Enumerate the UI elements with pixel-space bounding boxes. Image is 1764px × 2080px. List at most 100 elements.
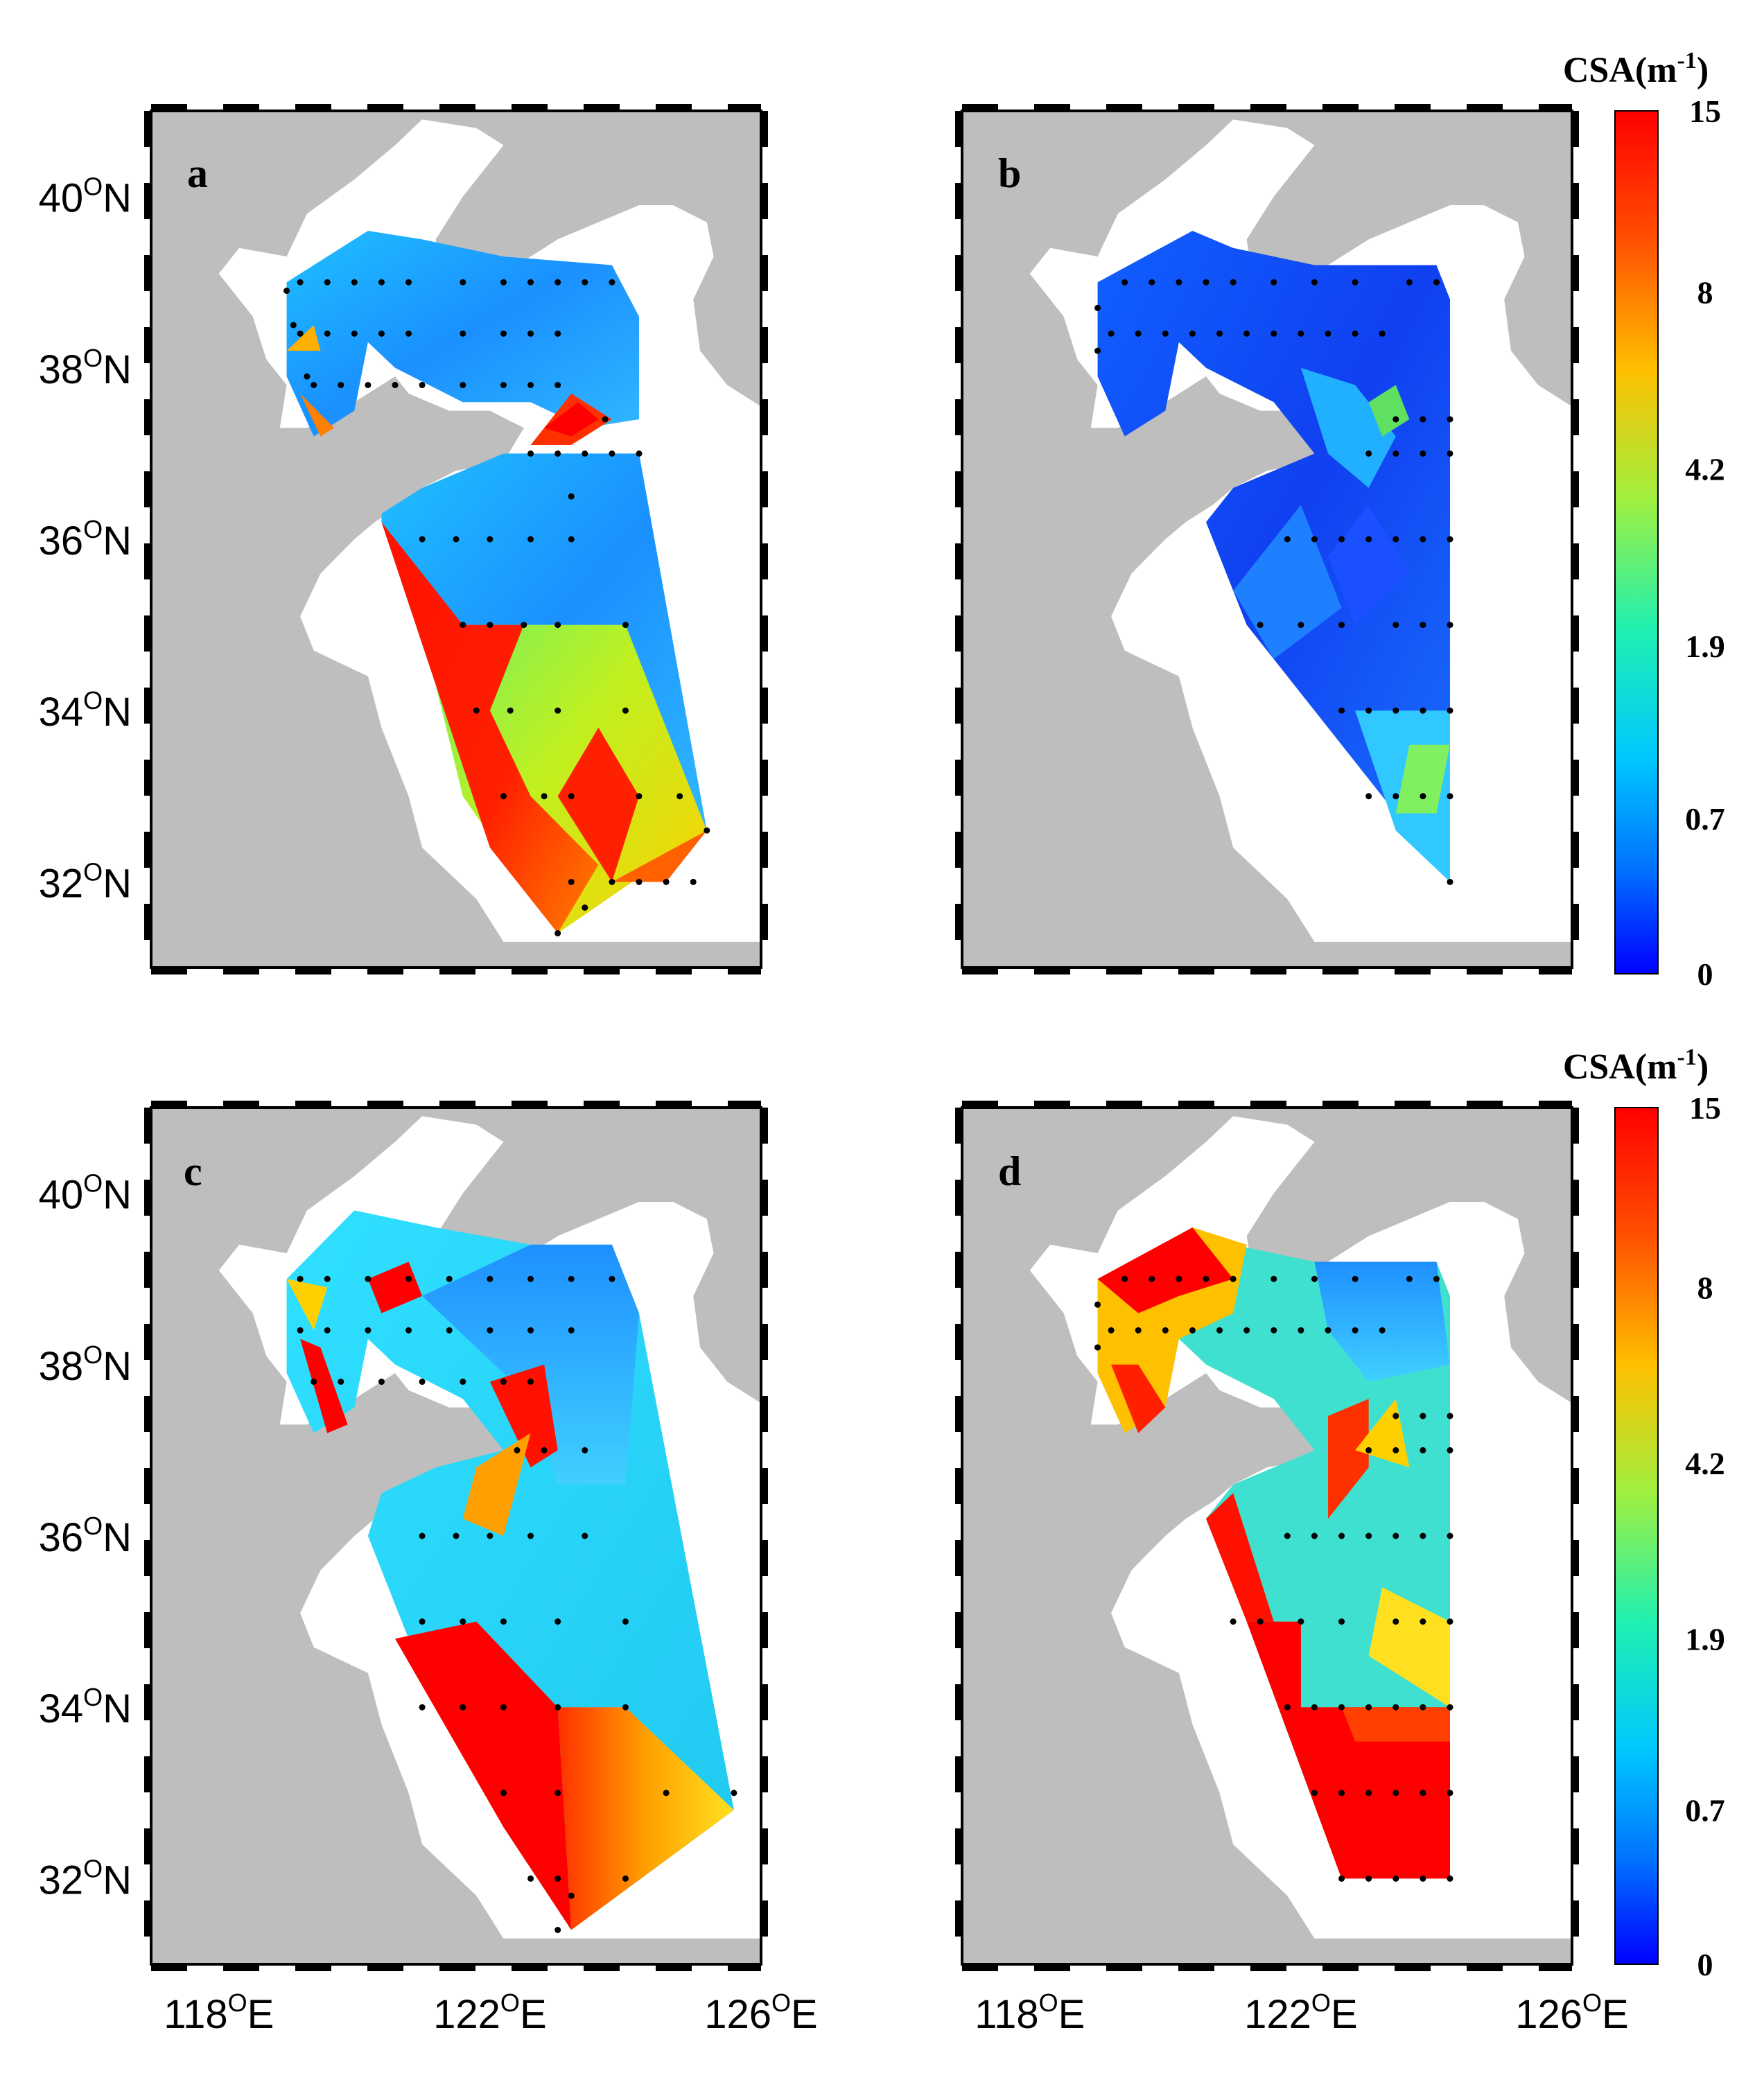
frame-tick [761,1828,768,1864]
frame-tick [144,760,151,796]
station-dot [1162,1327,1169,1334]
panel-d [955,1101,1613,1971]
frame-tick [656,1101,692,1108]
frame-tick [761,832,768,868]
frame-tick [151,968,187,975]
panel-label: a [187,150,208,196]
frame-tick [144,1324,151,1360]
colorbar-tick-label: 15 [1689,1090,1721,1126]
frame-tick [1572,1108,1579,1144]
station-dot [500,1379,507,1386]
frame-tick [761,1612,768,1648]
station-dot [541,1447,548,1453]
colorbar: CSA(m-1) 15 8 4.2 1.9 0.7 0 [1563,48,1725,992]
station-dot [1447,450,1453,457]
station-dot [663,1790,670,1797]
station-dot [622,622,629,629]
frame-tick [955,1540,962,1576]
station-dot [1149,279,1155,286]
frame-tick [223,104,259,111]
frame-tick [1395,1964,1431,1971]
station-dot [568,1892,575,1899]
station-dot [1121,1275,1128,1282]
station-dot [351,330,358,337]
frame-tick [144,688,151,724]
station-dot [554,1618,561,1625]
panel-c [144,1101,802,1971]
frame-tick [962,968,998,975]
station-dot [1447,1790,1453,1797]
frame-tick [761,471,768,507]
station-dot [1162,330,1169,337]
station-dot [324,330,331,337]
colorbar-tick-label: 8 [1697,274,1713,310]
panel-b [955,104,1613,975]
station-dot [1420,1413,1426,1419]
csa-patch [1368,1587,1450,1708]
axis-tick-label: 118OE [164,1989,274,2037]
station-dot [500,1790,507,1797]
frame-tick [761,327,768,363]
colorbar-gradient [1614,110,1659,975]
frame-tick [955,255,962,291]
station-dot [554,1790,561,1797]
frame-tick [1322,1964,1359,1971]
frame-tick [223,1101,259,1108]
station-dot [527,1532,534,1539]
csa-hotspot [462,1433,531,1536]
frame-tick [144,1828,151,1864]
station-dot [1392,1618,1399,1625]
csa-patch [1233,505,1342,660]
station-dot [419,1704,426,1711]
frame-tick [512,968,548,975]
frame-tick [761,1108,768,1144]
station-dot [311,382,317,389]
station-dot [1447,622,1453,629]
station-dot [609,1275,615,1282]
station-dot [1352,330,1359,337]
frame-tick [955,1468,962,1504]
station-dot [1392,1447,1399,1453]
frame-tick [761,1324,768,1360]
station-dot [460,382,466,389]
station-dot [1420,450,1426,457]
station-dot [507,707,514,714]
station-dot [1392,622,1399,629]
station-dot [1392,1875,1399,1882]
station-dot [582,450,588,457]
station-dot [568,793,575,800]
colorbar-tick-label: 0.7 [1685,801,1725,837]
station-dot [487,536,494,543]
station-dot [1270,1327,1277,1334]
station-dot [351,279,358,286]
station-dot [453,536,460,543]
frame-tick [439,1101,475,1108]
frame-tick [1106,968,1142,975]
station-dot [527,330,534,337]
axis-tick-label: 36ON [39,1512,132,1560]
station-dot [1447,793,1453,800]
frame-tick [761,399,768,435]
csa-field-red [611,830,707,882]
station-dot [1121,279,1128,286]
csa-hotspot [1328,1399,1369,1519]
frame-tick [151,1964,187,1971]
frame-tick [1250,968,1286,975]
station-dot [704,827,710,834]
frame-tick [1250,1101,1286,1108]
station-dot [527,450,534,457]
csa-hotspot [1206,1493,1274,1622]
station-dot [405,1327,412,1334]
station-dot [1447,536,1453,543]
station-dot [1284,536,1291,543]
station-dot [365,1327,372,1334]
frame-tick [955,1108,962,1144]
frame-tick [955,1180,962,1216]
frame-tick [367,1101,403,1108]
station-dot [1203,279,1210,286]
station-dot [1311,1790,1318,1797]
axis-tick-label: 38ON [39,344,132,392]
csa-patch [1368,385,1410,437]
station-dot [324,279,331,286]
frame-tick [761,1396,768,1432]
